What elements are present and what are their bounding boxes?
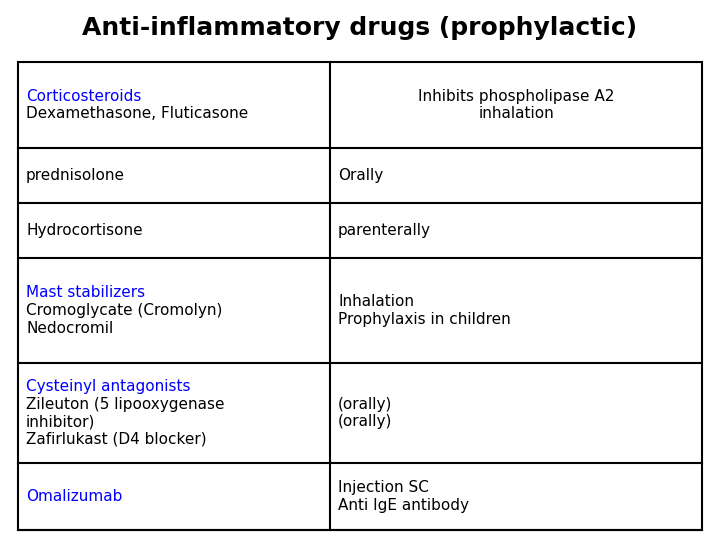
Text: Prophylaxis in children: Prophylaxis in children xyxy=(338,312,510,327)
Text: Corticosteroids: Corticosteroids xyxy=(26,89,141,104)
Text: Orally: Orally xyxy=(338,168,383,183)
Text: Omalizumab: Omalizumab xyxy=(26,489,122,504)
Text: Anti IgE antibody: Anti IgE antibody xyxy=(338,498,469,513)
Text: Zileuton (5 lipooxygenase: Zileuton (5 lipooxygenase xyxy=(26,397,225,411)
Text: Hydrocortisone: Hydrocortisone xyxy=(26,223,143,238)
Text: Inhalation: Inhalation xyxy=(338,294,414,309)
Text: Inhibits phospholipase A2: Inhibits phospholipase A2 xyxy=(418,89,614,104)
Text: inhalation: inhalation xyxy=(478,106,554,122)
Text: Injection SC: Injection SC xyxy=(338,480,429,495)
Bar xyxy=(18,62,702,530)
Text: Cromoglycate (Cromolyn): Cromoglycate (Cromolyn) xyxy=(26,303,222,318)
Text: parenterally: parenterally xyxy=(338,223,431,238)
Text: prednisolone: prednisolone xyxy=(26,168,125,183)
Text: Cysteinyl antagonists: Cysteinyl antagonists xyxy=(26,379,191,394)
Text: (orally): (orally) xyxy=(338,414,392,429)
Text: Mast stabilizers: Mast stabilizers xyxy=(26,286,145,300)
Text: Anti-inflammatory drugs (prophylactic): Anti-inflammatory drugs (prophylactic) xyxy=(82,16,638,40)
Text: Zafirlukast (D4 blocker): Zafirlukast (D4 blocker) xyxy=(26,432,207,447)
Text: inhibitor): inhibitor) xyxy=(26,414,95,429)
Text: Nedocromil: Nedocromil xyxy=(26,321,113,335)
Text: Dexamethasone, Fluticasone: Dexamethasone, Fluticasone xyxy=(26,106,248,122)
Text: (orally): (orally) xyxy=(338,397,392,411)
